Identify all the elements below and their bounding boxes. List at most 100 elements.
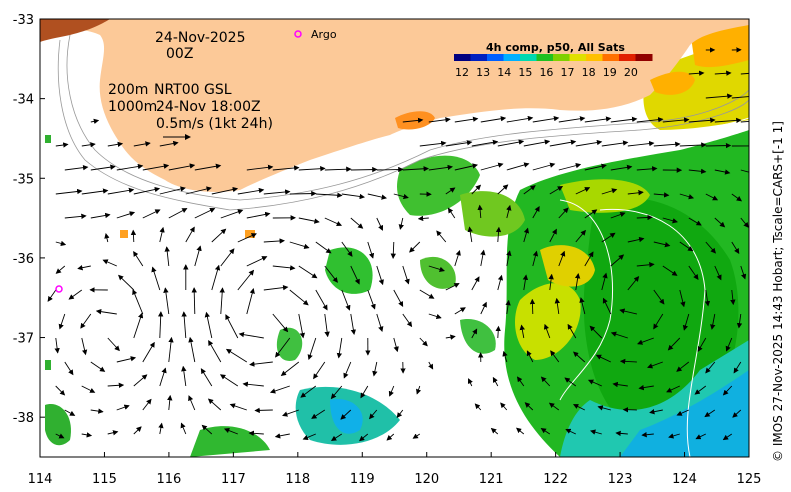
current-arrow <box>492 376 499 387</box>
current-arrow <box>191 287 197 315</box>
current-arrow <box>116 211 136 219</box>
current-arrow <box>584 116 612 123</box>
current-arrow <box>376 313 384 332</box>
current-arrow <box>447 207 456 219</box>
current-arrow <box>246 211 271 219</box>
current-arrow <box>90 361 106 372</box>
current-arrow <box>710 313 716 330</box>
current-arrow <box>641 432 654 438</box>
current-arrow <box>298 217 320 224</box>
current-arrow <box>505 299 511 315</box>
current-arrow <box>714 265 722 281</box>
colorbar-swatch <box>520 54 537 61</box>
current-arrow <box>653 141 681 147</box>
argo-legend-marker <box>294 30 302 38</box>
current-arrow <box>208 340 222 363</box>
current-arrow <box>242 381 264 387</box>
colorbar <box>454 54 653 61</box>
current-arrow <box>313 361 326 380</box>
plot-frame <box>39 18 750 458</box>
current-arrow <box>532 206 540 219</box>
current-arrow <box>705 93 733 99</box>
argo-float-marker <box>55 285 63 293</box>
current-arrow <box>211 264 221 291</box>
current-arrow <box>705 361 716 374</box>
current-arrow <box>471 184 482 195</box>
current-arrow <box>194 245 202 267</box>
current-arrow <box>55 433 65 439</box>
current-arrow <box>107 382 125 388</box>
current-arrow <box>732 409 742 418</box>
current-arrow <box>595 354 611 363</box>
current-arrow <box>667 337 681 351</box>
current-arrow <box>324 217 343 227</box>
current-arrow <box>398 217 404 230</box>
current-arrow <box>523 227 530 243</box>
current-arrow <box>705 142 732 149</box>
current-arrow <box>740 72 749 75</box>
current-arrow <box>390 241 396 259</box>
current-arrow <box>506 204 512 219</box>
current-arrow <box>95 308 117 315</box>
current-arrow <box>237 233 257 243</box>
current-arrow <box>548 402 560 411</box>
current-arrow <box>64 361 74 376</box>
x-axis: 114 115 116 117 118 119 120 121 122 123 124 125 <box>28 452 761 487</box>
colorbar-tick-label: 20 <box>624 66 638 79</box>
current-arrow <box>386 433 395 441</box>
current-arrow <box>584 163 607 171</box>
current-arrow <box>225 314 239 339</box>
current-arrow <box>575 139 603 147</box>
current-arrow <box>64 213 87 220</box>
current-arrow <box>133 186 161 195</box>
current-arrow <box>116 404 130 411</box>
current-arrow <box>102 259 117 267</box>
current-arrow <box>523 139 551 147</box>
current-arrow <box>575 229 586 243</box>
current-arrow <box>201 424 213 435</box>
current-arrow <box>223 428 238 435</box>
colorbar-swatch <box>454 54 471 61</box>
current-arrow <box>480 162 504 171</box>
current-arrow <box>315 289 328 311</box>
current-arrow <box>679 193 695 200</box>
current-arrow <box>714 169 731 175</box>
current-arrow <box>142 209 161 219</box>
current-arrow <box>682 313 690 331</box>
current-arrow <box>133 374 148 387</box>
colorbar-tick-label: 15 <box>518 66 532 79</box>
current-arrow <box>219 287 225 315</box>
current-arrow <box>340 409 352 420</box>
current-arrow <box>502 350 508 363</box>
current-arrow <box>336 337 343 359</box>
colorbar-swatch <box>503 54 521 61</box>
y-tick-label: -38 <box>13 411 34 426</box>
current-arrow <box>289 289 309 306</box>
current-arrow <box>714 117 742 124</box>
current-arrow <box>204 311 213 339</box>
colorbar-tick-label: 18 <box>582 66 596 79</box>
current-arrow <box>263 284 289 291</box>
current-arrow <box>330 385 343 400</box>
colorbar-swatch <box>569 54 587 61</box>
current-arrow <box>142 341 155 363</box>
current-arrow <box>132 289 144 315</box>
time-label: 00Z <box>166 46 193 62</box>
current-arrow <box>610 164 633 171</box>
current-arrow <box>81 337 88 356</box>
current-arrow <box>419 289 435 299</box>
current-arrow <box>80 313 92 329</box>
colorbar-swatch <box>470 54 488 61</box>
current-arrow <box>200 368 213 387</box>
current-arrow <box>740 265 747 280</box>
current-arrow <box>627 140 655 147</box>
depth-label-200: 200m <box>108 82 148 98</box>
current-vectors <box>47 47 749 442</box>
current-arrow <box>188 395 196 411</box>
current-arrow <box>307 337 317 361</box>
current-arrow <box>194 163 222 171</box>
current-arrow <box>246 256 268 267</box>
current-arrow <box>350 313 357 335</box>
x-tick-label: 116 <box>156 472 181 487</box>
